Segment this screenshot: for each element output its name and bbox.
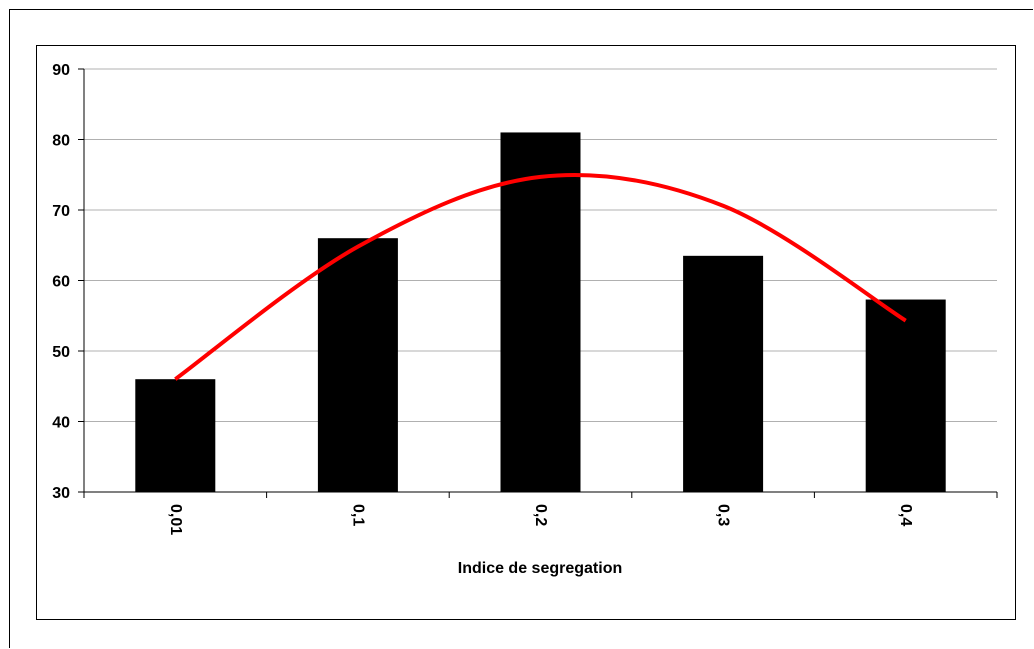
x-axis-title: Indice de segregation — [458, 560, 622, 577]
x-tick-label: 0,01 — [167, 504, 184, 535]
bar-0-2 — [500, 132, 581, 492]
bar-0-1 — [317, 238, 398, 492]
y-tick-label: 80 — [52, 133, 70, 150]
x-tick-label: 0,1 — [349, 504, 366, 526]
tick-labels: 30 40 50 60 70 80 90 0,01 0,1 0,2 0,3 0,4 — [52, 62, 914, 535]
bar-0-01 — [135, 379, 216, 492]
axes — [78, 68, 998, 498]
y-tick-label: 30 — [52, 485, 70, 502]
chart-outer-frame — [9, 9, 1033, 648]
x-tick-label: 0,4 — [897, 504, 914, 526]
x-tick-label: 0,2 — [532, 504, 549, 526]
trendline-layer — [174, 172, 907, 381]
y-tick-label: 60 — [52, 274, 70, 291]
trendline — [174, 172, 907, 381]
x-tick-label: 0,3 — [715, 504, 732, 526]
y-tick-label: 70 — [52, 203, 70, 220]
y-tick-label: 40 — [52, 415, 70, 432]
y-tick-label: 50 — [52, 344, 70, 361]
bar-0-3 — [683, 255, 764, 492]
bars — [135, 132, 946, 492]
y-tick-label: 90 — [52, 62, 70, 79]
bar-0-4 — [865, 299, 946, 492]
chart-area-frame — [36, 45, 1016, 620]
